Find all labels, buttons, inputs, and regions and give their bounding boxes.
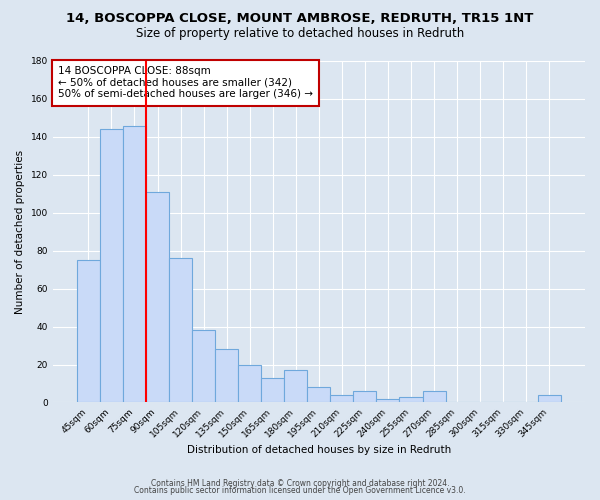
Bar xyxy=(100,130,123,402)
Y-axis label: Number of detached properties: Number of detached properties xyxy=(15,150,25,314)
Text: Contains HM Land Registry data © Crown copyright and database right 2024.: Contains HM Land Registry data © Crown c… xyxy=(151,478,449,488)
Bar xyxy=(77,260,100,402)
Text: Size of property relative to detached houses in Redruth: Size of property relative to detached ho… xyxy=(136,28,464,40)
Bar xyxy=(192,330,215,402)
Text: 14, BOSCOPPA CLOSE, MOUNT AMBROSE, REDRUTH, TR15 1NT: 14, BOSCOPPA CLOSE, MOUNT AMBROSE, REDRU… xyxy=(67,12,533,26)
Bar xyxy=(123,126,146,402)
Bar xyxy=(215,350,238,403)
Bar xyxy=(146,192,169,402)
Text: 14 BOSCOPPA CLOSE: 88sqm
← 50% of detached houses are smaller (342)
50% of semi-: 14 BOSCOPPA CLOSE: 88sqm ← 50% of detach… xyxy=(58,66,313,100)
Bar xyxy=(331,395,353,402)
Bar xyxy=(261,378,284,402)
Bar xyxy=(284,370,307,402)
Bar xyxy=(538,395,561,402)
Bar xyxy=(307,388,331,402)
Bar xyxy=(169,258,192,402)
Bar xyxy=(238,364,261,403)
Bar xyxy=(400,397,422,402)
Text: Contains public sector information licensed under the Open Government Licence v3: Contains public sector information licen… xyxy=(134,486,466,495)
X-axis label: Distribution of detached houses by size in Redruth: Distribution of detached houses by size … xyxy=(187,445,451,455)
Bar xyxy=(376,398,400,402)
Bar xyxy=(353,391,376,402)
Bar xyxy=(422,391,446,402)
